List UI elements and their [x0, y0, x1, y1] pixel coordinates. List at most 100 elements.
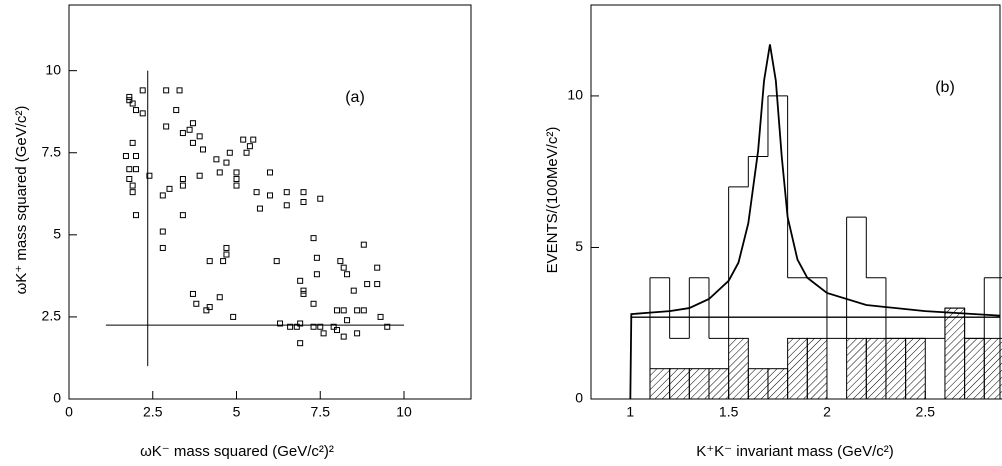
scatter-point	[189, 139, 196, 146]
scatter-point	[186, 126, 193, 133]
scatter-point	[354, 307, 361, 314]
scatter-point	[317, 323, 324, 330]
scatter-point	[344, 271, 351, 278]
scatter-point	[340, 264, 347, 271]
scatter-point	[340, 307, 347, 314]
scatter-point	[206, 304, 213, 311]
scatter-point	[230, 313, 237, 320]
background-bar	[865, 337, 887, 400]
background-bar	[905, 337, 926, 400]
panel-label: (a)	[345, 89, 365, 106]
scatter-point	[159, 192, 166, 199]
scatter-point	[139, 110, 146, 117]
scatter-point	[226, 149, 233, 156]
scatter-point	[126, 93, 133, 100]
scatter-point	[267, 192, 273, 199]
background-bar	[747, 368, 769, 400]
scatter-point	[163, 123, 170, 130]
scatter-point	[253, 189, 260, 196]
scatter-point	[297, 320, 304, 327]
x-axis-title: ωK⁻ mass squared (GeV/c²)²	[140, 443, 334, 460]
scatter-point	[330, 323, 337, 330]
scatter-point	[350, 287, 357, 294]
scatter-point	[220, 258, 227, 265]
scatter-point	[293, 323, 300, 330]
x-tick-label: 0	[65, 404, 73, 420]
scatter-point	[159, 244, 166, 251]
y-tick-label: 0	[53, 390, 61, 406]
y-axis-title: EVENTS/(100MeV/c²)	[544, 127, 561, 274]
scatter-point	[126, 166, 133, 173]
scatter-point	[179, 176, 186, 183]
scatter-point	[126, 176, 133, 183]
scatter-point	[146, 172, 153, 179]
background-bar	[964, 337, 985, 400]
scatter-point	[360, 241, 367, 248]
scatter-point	[233, 182, 240, 189]
scatter-point	[196, 133, 203, 140]
scatter-point	[320, 330, 327, 337]
background-bar	[669, 368, 690, 400]
scatter-point	[193, 300, 200, 307]
scatter-point	[223, 251, 230, 258]
scatter-point	[166, 185, 173, 192]
scatter-point	[360, 307, 367, 314]
scatter-point	[133, 107, 139, 114]
scatter-point	[334, 327, 340, 334]
scatter-point	[310, 323, 317, 330]
scatter-point	[200, 146, 206, 153]
x-tick-label: 10	[396, 404, 412, 420]
scatter-point	[310, 300, 317, 307]
scatter-point	[233, 176, 240, 183]
scatter-point	[277, 320, 284, 327]
scatter-point	[340, 333, 347, 340]
y-tick-label: 5	[575, 238, 583, 254]
x-tick-label: 1	[626, 404, 634, 420]
scatter-point	[337, 258, 344, 265]
x-tick-label: 2	[823, 404, 831, 420]
y-tick-label: 7.5	[42, 143, 62, 159]
scatter-point	[216, 169, 223, 176]
scatter-point	[283, 202, 290, 209]
background-bar	[649, 368, 671, 400]
scatter-point	[300, 290, 307, 297]
background-bar	[885, 337, 907, 400]
background-bar	[806, 337, 828, 400]
scatter-point	[159, 228, 166, 235]
y-tick-label: 10	[45, 61, 61, 77]
y-tick-label: 10	[567, 87, 583, 103]
scatter-point	[233, 169, 240, 176]
background-bar	[787, 337, 808, 400]
scatter-point	[300, 189, 307, 196]
scatter-point	[189, 290, 196, 297]
x-axis-title: K⁺K⁻ invariant mass (GeV/c²)	[696, 443, 894, 460]
scatter-point	[133, 153, 139, 160]
scatter-point	[334, 307, 340, 314]
scatter-point	[163, 87, 170, 94]
y-tick-label: 0	[575, 390, 583, 406]
panel-label: (b)	[935, 79, 955, 96]
scatter-point	[223, 244, 230, 251]
scatter-point	[273, 258, 280, 265]
scatter-point	[129, 182, 136, 189]
x-tick-label: 2.5	[143, 404, 163, 420]
background-bar	[708, 368, 730, 400]
scatter-point	[203, 307, 210, 314]
scatter-point	[129, 100, 136, 107]
scatter-point	[133, 212, 139, 219]
scatter-point	[179, 130, 186, 137]
scatter-point	[313, 271, 320, 278]
plot-frame	[68, 4, 472, 400]
scatter-point	[364, 281, 371, 288]
scatter-point	[300, 199, 307, 205]
scatter-point	[313, 254, 320, 261]
background-bar	[983, 337, 1002, 400]
scatter-point	[189, 120, 196, 127]
scatter-point	[317, 195, 324, 202]
background-bar	[728, 337, 749, 400]
scatter-point	[300, 287, 307, 294]
scatter-point	[374, 264, 381, 271]
scatter-point	[287, 323, 294, 330]
x-tick-label: 7.5	[311, 404, 331, 420]
